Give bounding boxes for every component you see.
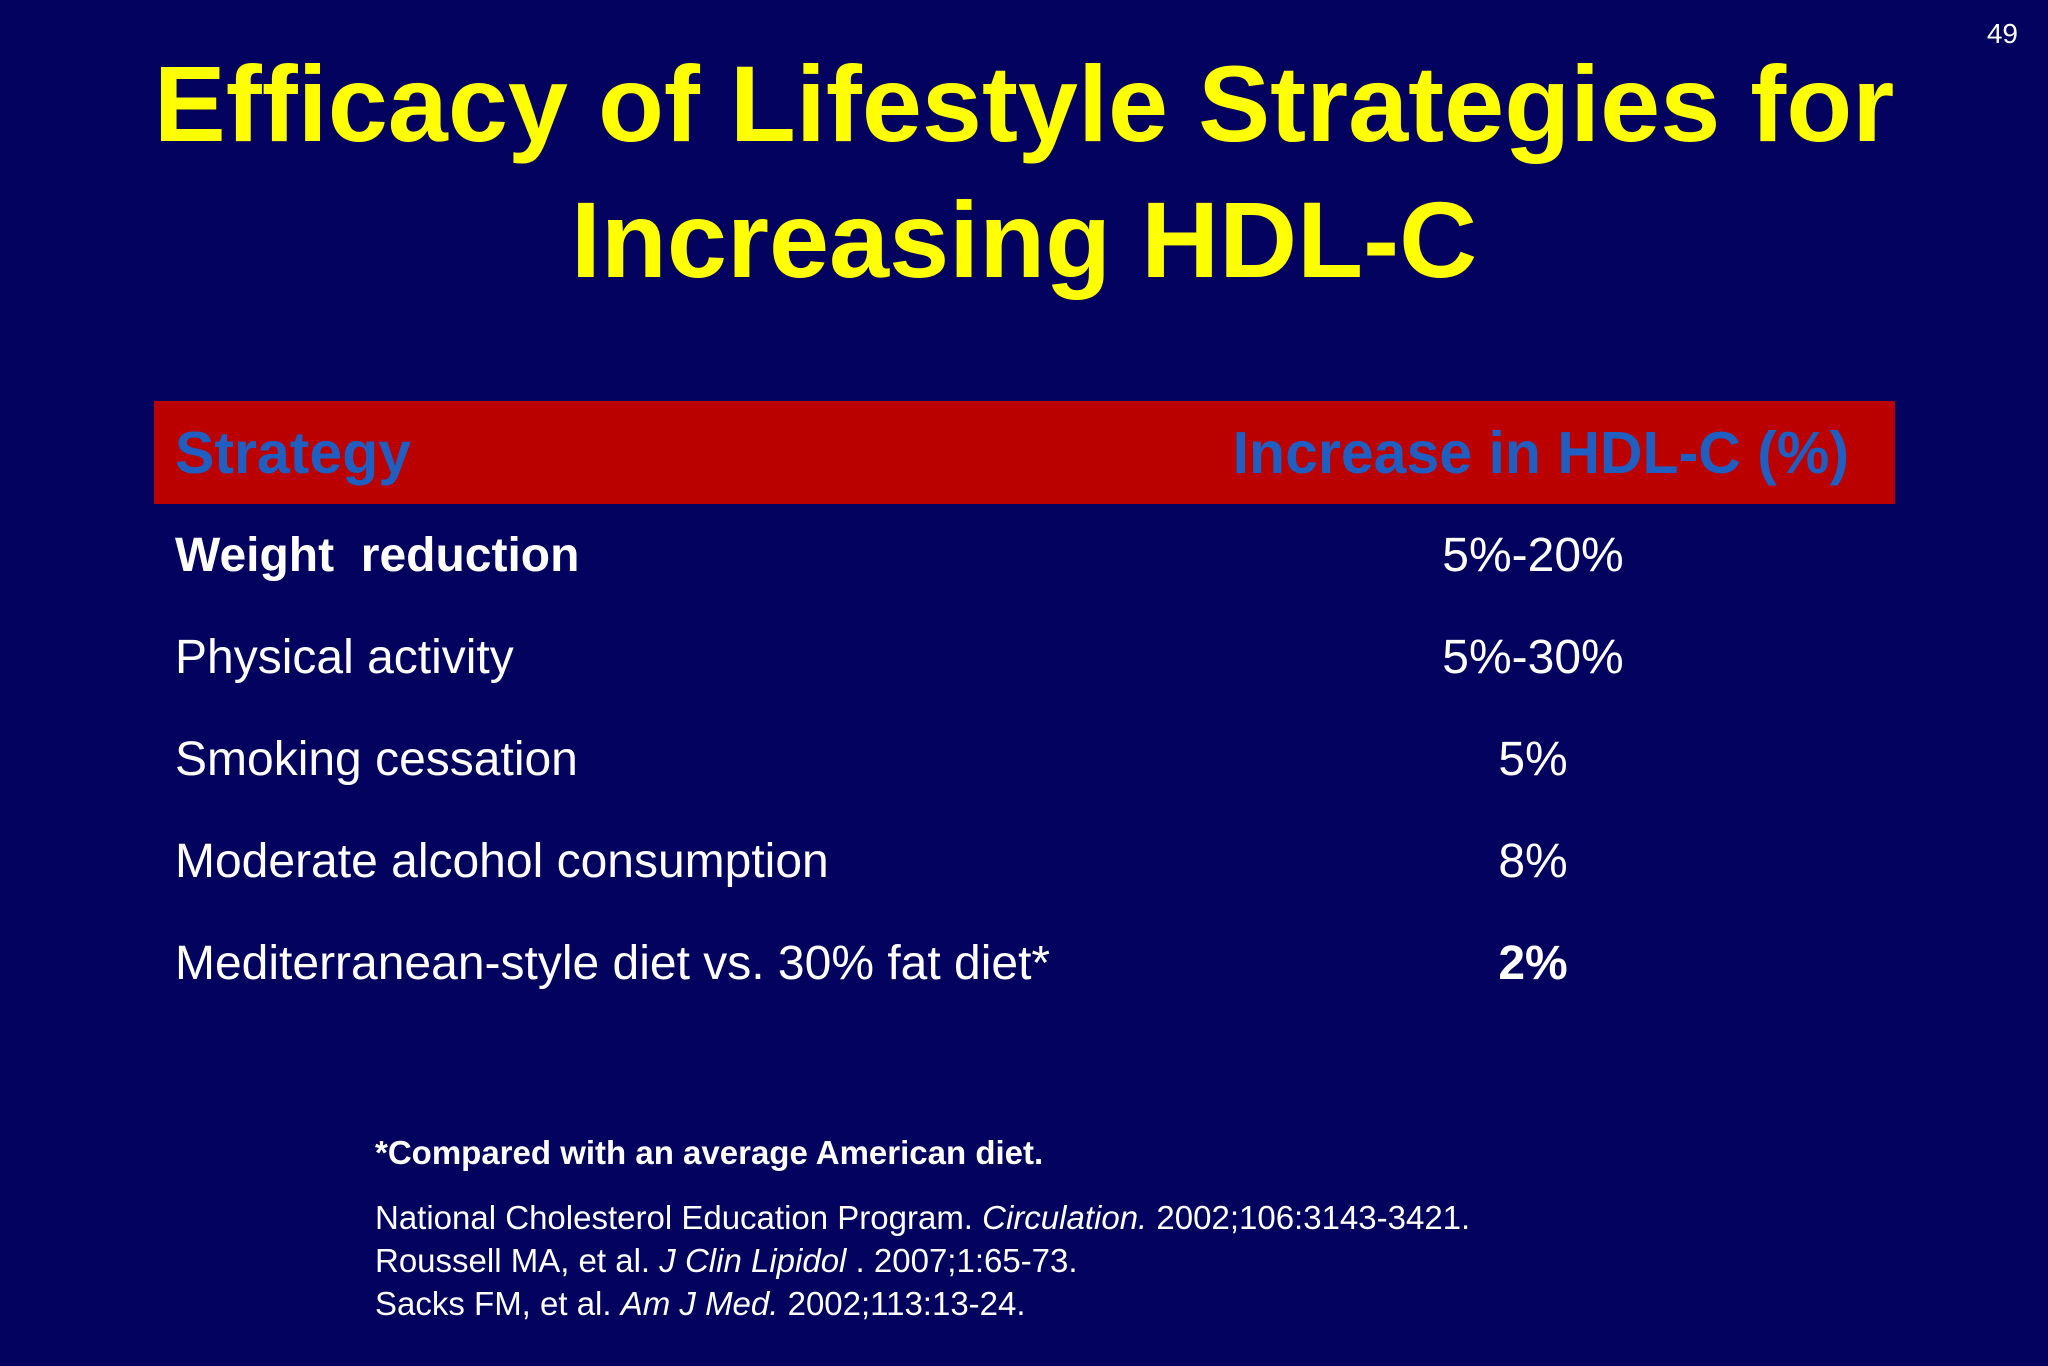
reference-authors: Sacks FM, et al. [375, 1285, 621, 1322]
hdl-strategy-table: Strategy Increase in HDL-C (%) Weight re… [154, 401, 1895, 1014]
row-strategy: Moderate alcohol consumption [175, 834, 829, 888]
row-strategy: Physical activity [175, 630, 514, 684]
row-increase: 5% [1498, 732, 1568, 786]
table-body: Weight reduction 5%-20% Physical activit… [154, 504, 1895, 1014]
reference-citation: . 2007;1:65-73. [846, 1242, 1078, 1279]
slide-title-line-1: Efficacy of Lifestyle Strategies for [153, 43, 1895, 164]
slide-title-line-2: Increasing HDL-C [570, 179, 1478, 300]
reference-authors: National Cholesterol Education Program. [375, 1199, 983, 1236]
table-row: Physical activity 5%-30% [154, 606, 1895, 708]
table-row: Mediterranean-style diet vs. 30% fat die… [154, 912, 1895, 1014]
slide-title: Efficacy of Lifestyle Strategies for Inc… [0, 36, 2048, 308]
footnote: *Compared with an average American diet. [375, 1134, 1044, 1171]
row-increase: 2% [1498, 936, 1568, 990]
reference-journal: J Clin Lipidol [659, 1242, 847, 1279]
slide-number: 49 [1986, 18, 2018, 49]
table-header: Strategy Increase in HDL-C (%) [154, 401, 1895, 504]
reference-journal: Circulation. [982, 1199, 1148, 1236]
reference-item: National Cholesterol Education Program. … [375, 1196, 1470, 1239]
reference-citation: 2002;106:3143-3421. [1147, 1199, 1471, 1236]
reference-citation: 2002;113:13-24. [778, 1285, 1026, 1322]
row-increase: 5%-20% [1442, 528, 1624, 582]
table-row: Smoking cessation 5% [154, 708, 1895, 810]
row-strategy: Weight reduction [175, 528, 580, 582]
row-increase: 5%-30% [1442, 630, 1624, 684]
reference-authors: Roussell MA, et al. [375, 1242, 660, 1279]
row-strategy: Mediterranean-style diet vs. 30% fat die… [175, 936, 1051, 990]
table-row: Weight reduction 5%-20% [154, 504, 1895, 606]
references: National Cholesterol Education Program. … [375, 1196, 1470, 1325]
row-increase: 8% [1498, 834, 1568, 888]
table-row: Moderate alcohol consumption 8% [154, 810, 1895, 912]
reference-journal: Am J Med. [620, 1285, 779, 1322]
header-increase: Increase in HDL-C (%) [1232, 419, 1849, 486]
row-strategy: Smoking cessation [175, 732, 578, 786]
reference-item: Roussell MA, et al. J Clin Lipidol . 200… [375, 1239, 1470, 1282]
header-strategy: Strategy [175, 419, 412, 486]
reference-item: Sacks FM, et al. Am J Med. 2002;113:13-2… [375, 1282, 1470, 1325]
